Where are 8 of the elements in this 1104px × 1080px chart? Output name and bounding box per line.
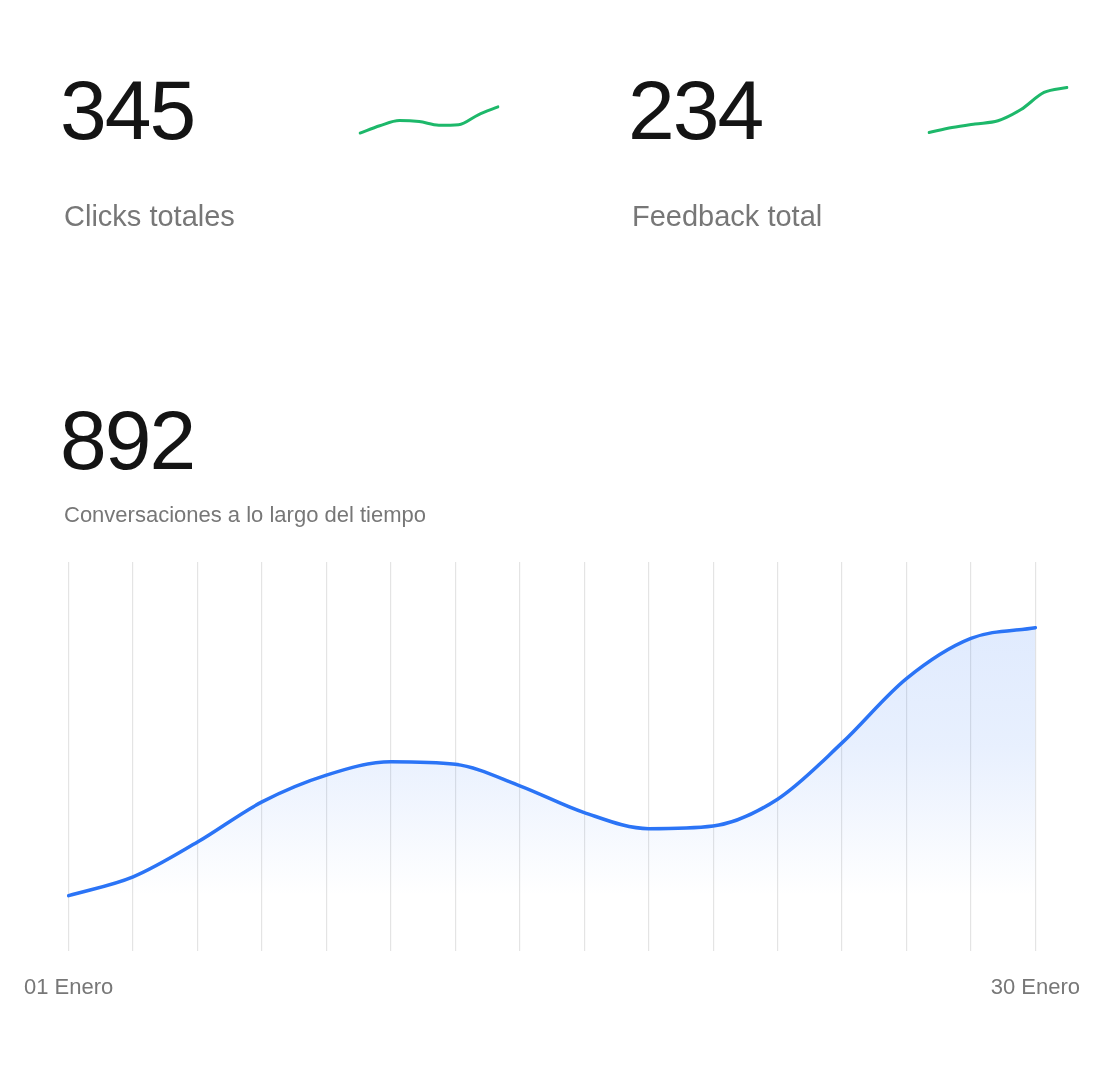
text: Feedback total — [632, 200, 823, 233]
chart-title: 234 — [628, 62, 763, 159]
chart-title: 345 — [60, 62, 195, 159]
x-tick-label: 30 Enero — [990, 973, 1080, 999]
x-tick-label: 01 Enero — [24, 973, 114, 999]
chart-subtitle: Conversaciones a lo largo del tiempo — [64, 502, 426, 528]
text: Clicks totales — [64, 200, 235, 233]
chart-title: 892 — [60, 392, 195, 489]
